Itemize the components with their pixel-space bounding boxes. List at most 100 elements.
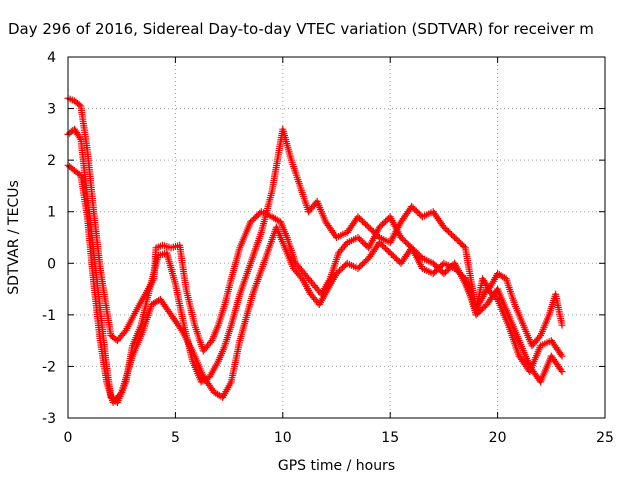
data-point [371, 229, 379, 237]
data-point [445, 228, 453, 236]
data-point [409, 204, 417, 212]
data-point [451, 234, 459, 241]
data-point [363, 222, 371, 230]
data-point [251, 214, 259, 222]
y-tick-label: 3 [47, 102, 56, 118]
data-point [360, 259, 368, 267]
data-point [452, 266, 460, 274]
data-point [429, 270, 437, 278]
data-point [377, 222, 385, 230]
data-point [250, 215, 258, 223]
data-point [400, 236, 408, 244]
data-point [403, 239, 411, 247]
data-point [76, 134, 84, 142]
data-point [357, 216, 365, 224]
data-point [121, 328, 129, 336]
data-point [354, 264, 362, 272]
data-point [382, 217, 390, 225]
data-point [415, 210, 423, 218]
data-point [354, 234, 362, 241]
data-point [452, 235, 460, 243]
data-point [443, 267, 451, 275]
data-point [460, 242, 468, 250]
data-point [368, 226, 376, 234]
data-point [457, 270, 465, 278]
data-point [408, 203, 416, 211]
data-point [337, 265, 345, 273]
data-point [431, 261, 439, 269]
data-point [389, 252, 397, 260]
data-point [448, 231, 456, 239]
data-point [380, 219, 388, 227]
data-point [478, 305, 486, 313]
data-point [429, 259, 437, 267]
data-point [357, 236, 365, 244]
data-point [254, 211, 262, 219]
data-point [414, 208, 422, 216]
data-point [411, 206, 419, 214]
x-tick-label: 0 [64, 430, 73, 446]
data-points [64, 94, 566, 407]
axis-ticks: 0 5 10 15 20 25 -3 -2 -1 0 1 2 3 4 [42, 50, 614, 446]
data-point [388, 250, 396, 258]
x-axis-label: GPS time / hours [278, 458, 395, 474]
data-point [441, 225, 449, 233]
data-point [392, 255, 400, 263]
data-point [405, 241, 413, 249]
data-point [380, 243, 388, 251]
x-tick-label: 10 [274, 430, 292, 446]
y-tick-label: -2 [42, 359, 56, 375]
data-point [454, 267, 462, 275]
data-point [340, 262, 348, 270]
data-point [382, 245, 390, 253]
data-point [247, 218, 255, 226]
data-point [383, 246, 391, 254]
data-point [339, 264, 347, 272]
data-point [356, 214, 364, 222]
data-point [360, 239, 368, 247]
data-point [386, 249, 394, 257]
data-point [440, 223, 448, 231]
data-point [391, 253, 399, 261]
data-point [365, 223, 373, 231]
data-point [432, 267, 440, 275]
data-point [402, 238, 410, 246]
data-point [334, 268, 342, 276]
data-point [437, 262, 445, 270]
data-point [360, 219, 368, 227]
data-point [379, 242, 387, 250]
data-point [435, 264, 443, 272]
data-point [451, 264, 459, 272]
data-point [359, 217, 367, 225]
data-point [357, 261, 365, 269]
data-point [455, 238, 463, 246]
data-point [362, 241, 370, 249]
y-tick-label: 0 [47, 256, 56, 272]
data-point [558, 321, 566, 329]
data-point [375, 223, 383, 231]
data-point [455, 269, 463, 277]
data-point [248, 217, 256, 225]
data-point [434, 265, 442, 273]
data-point [369, 228, 377, 236]
y-axis-label: SDTVAR / TECUs [6, 180, 22, 295]
data-point [177, 325, 185, 333]
data-point [336, 267, 344, 275]
data-point [474, 309, 482, 317]
data-point [483, 285, 491, 293]
data-point [441, 268, 449, 276]
data-point [375, 239, 383, 247]
data-point [477, 306, 485, 314]
data-point [557, 366, 565, 374]
data-point [379, 220, 387, 228]
data-point [359, 260, 367, 268]
data-point [383, 216, 391, 224]
data-point [449, 232, 457, 240]
x-tick-label: 15 [381, 430, 399, 446]
data-point [558, 352, 566, 360]
data-point [484, 287, 492, 295]
data-point [558, 368, 566, 376]
x-tick-label: 5 [171, 430, 180, 446]
y-tick-label: -3 [42, 411, 56, 427]
data-point [342, 240, 350, 248]
